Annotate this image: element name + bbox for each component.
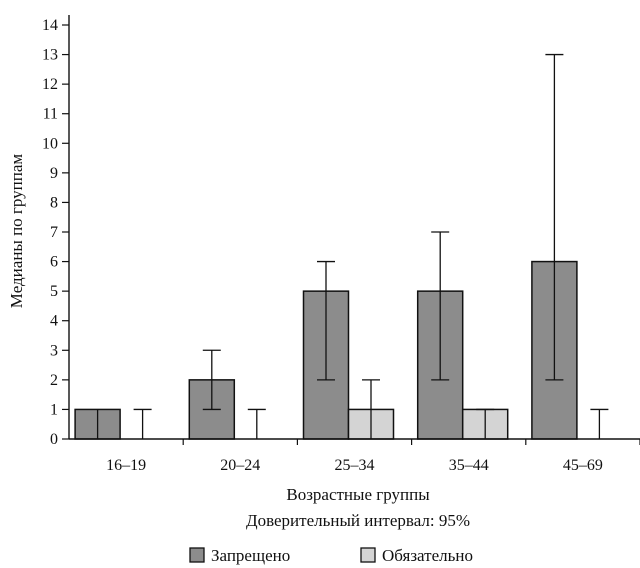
y-tick-label: 11	[43, 106, 58, 123]
legend-swatch-obyazatelno	[360, 547, 376, 563]
y-tick-label: 5	[50, 283, 58, 300]
x-tick-label: 35–44	[449, 457, 489, 474]
x-axis: 16–19 20–24 25–34 35–44 45–69	[69, 438, 640, 474]
y-tick-label: 13	[42, 47, 58, 64]
y-tick-label: 1	[50, 401, 58, 418]
x-tick-label: 45–69	[563, 457, 603, 474]
y-tick-label: 0	[50, 431, 58, 448]
y-tick-label: 12	[42, 76, 58, 93]
y-tick-label: 6	[50, 254, 58, 271]
y-tick-label: 10	[42, 135, 58, 152]
x-tick-label: 25–34	[335, 457, 375, 474]
plot-area	[74, 53, 609, 440]
confidence-interval-note: Доверительный интервал: 95%	[246, 511, 470, 530]
legend-swatch-zapreshcheno	[189, 547, 205, 563]
legend: Запрещено Обязательно	[189, 546, 473, 565]
x-axis-title: Возрастные группы	[286, 485, 430, 504]
y-axis-title: Медианы по группам	[7, 154, 26, 309]
x-tick-label: 20–24	[220, 457, 260, 474]
legend-label-zapreshcheno: Запрещено	[211, 546, 290, 565]
y-tick-label: 8	[50, 194, 58, 211]
y-tick-label: 3	[50, 342, 58, 359]
legend-label-obyazatelno: Обязательно	[382, 546, 473, 565]
y-tick-label: 4	[50, 313, 58, 330]
y-tick-label: 14	[42, 17, 58, 34]
y-tick-label: 2	[50, 372, 58, 389]
y-tick-label: 9	[50, 165, 58, 182]
y-tick-label: 7	[50, 224, 58, 241]
x-tick-label: 16–19	[106, 457, 146, 474]
